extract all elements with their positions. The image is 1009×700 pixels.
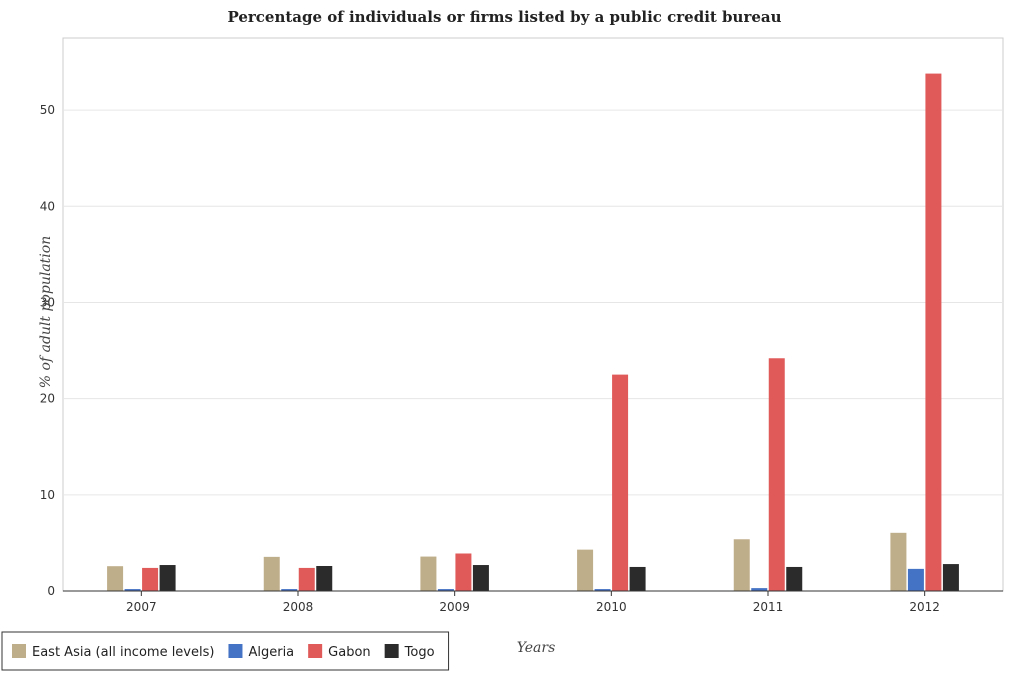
legend-swatch [12, 644, 26, 658]
legend-swatch [228, 644, 243, 658]
x-tick-label: 2012 [909, 600, 940, 614]
legend: East Asia (all income levels) Algeria Gabo… [1, 631, 450, 671]
x-tick-label: 2007 [126, 600, 157, 614]
bar [612, 374, 629, 591]
bar [577, 549, 594, 591]
bar [786, 566, 803, 591]
bar [942, 564, 959, 591]
y-tick-label: 50 [40, 103, 55, 117]
bar [263, 556, 280, 591]
bar [629, 566, 646, 591]
bar [733, 539, 750, 591]
legend-entry: Gabon [328, 645, 371, 660]
legend-entry: East Asia (all income levels) [32, 645, 214, 660]
bar [925, 73, 942, 591]
plot-frame [62, 37, 1004, 592]
bar [281, 589, 298, 591]
bar [455, 553, 472, 591]
bar [751, 588, 768, 591]
bar [107, 566, 124, 591]
gridlines [62, 37, 1004, 592]
y-tick-label: 40 [40, 199, 55, 213]
y-tick-label: 0 [47, 584, 55, 598]
bar [594, 589, 611, 591]
axes: 0 10 20 30 40 50 2007 2008 2009 2010 2011 2012 [40, 103, 1003, 614]
legend-entry: Algeria [248, 645, 294, 660]
legend-box [1, 631, 450, 671]
bar [768, 358, 785, 591]
y-tick-label: 20 [40, 392, 55, 406]
bar [124, 589, 141, 591]
x-axis-label: Years [517, 640, 556, 656]
bar [437, 589, 454, 591]
x-tick-label: 2008 [283, 600, 314, 614]
legend-entry: Togo [404, 645, 435, 660]
bars [107, 73, 959, 591]
bar [142, 567, 159, 591]
x-tick-label: 2011 [753, 600, 784, 614]
bar [907, 568, 924, 591]
y-tick-label: 10 [40, 488, 55, 502]
legend-swatch [308, 644, 323, 658]
x-tick-label: 2009 [439, 600, 470, 614]
bar [298, 567, 315, 591]
bar [472, 565, 489, 591]
bar [159, 565, 176, 591]
bar [316, 565, 333, 591]
bar [420, 556, 437, 591]
chart-title: Percentage of individuals or firms liste… [227, 8, 782, 26]
y-tick-label: 30 [40, 295, 55, 309]
y-axis-label: % of adult population [38, 236, 54, 388]
bar [890, 532, 907, 591]
x-tick-label: 2010 [596, 600, 627, 614]
legend-swatch [384, 644, 399, 658]
